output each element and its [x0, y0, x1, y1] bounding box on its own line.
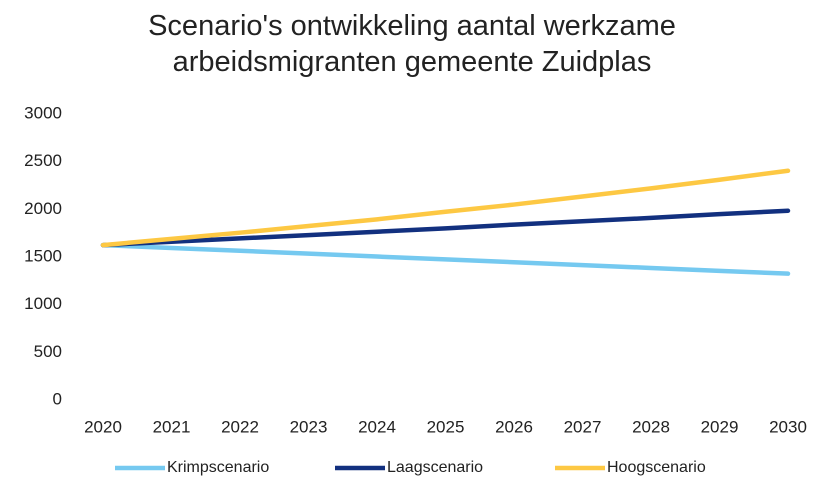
- y-tick-label: 1000: [24, 294, 62, 313]
- x-tick-label: 2026: [495, 417, 533, 436]
- x-tick-label: 2022: [221, 417, 259, 436]
- y-tick-label: 2500: [24, 151, 62, 170]
- y-tick-label: 0: [53, 389, 62, 408]
- legend-label: Krimpscenario: [167, 459, 269, 476]
- y-tick-label: 2000: [24, 199, 62, 218]
- x-tick-label: 2021: [153, 417, 191, 436]
- x-tick-label: 2029: [701, 417, 739, 436]
- x-tick-label: 2020: [84, 417, 122, 436]
- y-tick-label: 500: [34, 342, 62, 361]
- series-line: [100, 242, 791, 276]
- y-tick-label: 3000: [24, 103, 62, 122]
- x-tick-label: 2025: [427, 417, 465, 436]
- x-tick-label: 2027: [564, 417, 602, 436]
- x-tick-label: 2024: [358, 417, 396, 436]
- series-line: [100, 208, 791, 248]
- series-line: [100, 168, 791, 248]
- legend-label: Hoogscenario: [607, 459, 706, 476]
- legend-label: Laagscenario: [387, 459, 483, 476]
- x-tick-label: 2030: [769, 417, 807, 436]
- chart-title: Scenario's ontwikkeling aantal werkzame …: [148, 10, 676, 78]
- x-tick-label: 2028: [632, 417, 670, 436]
- y-tick-label: 1500: [24, 246, 62, 265]
- x-tick-label: 2023: [290, 417, 328, 436]
